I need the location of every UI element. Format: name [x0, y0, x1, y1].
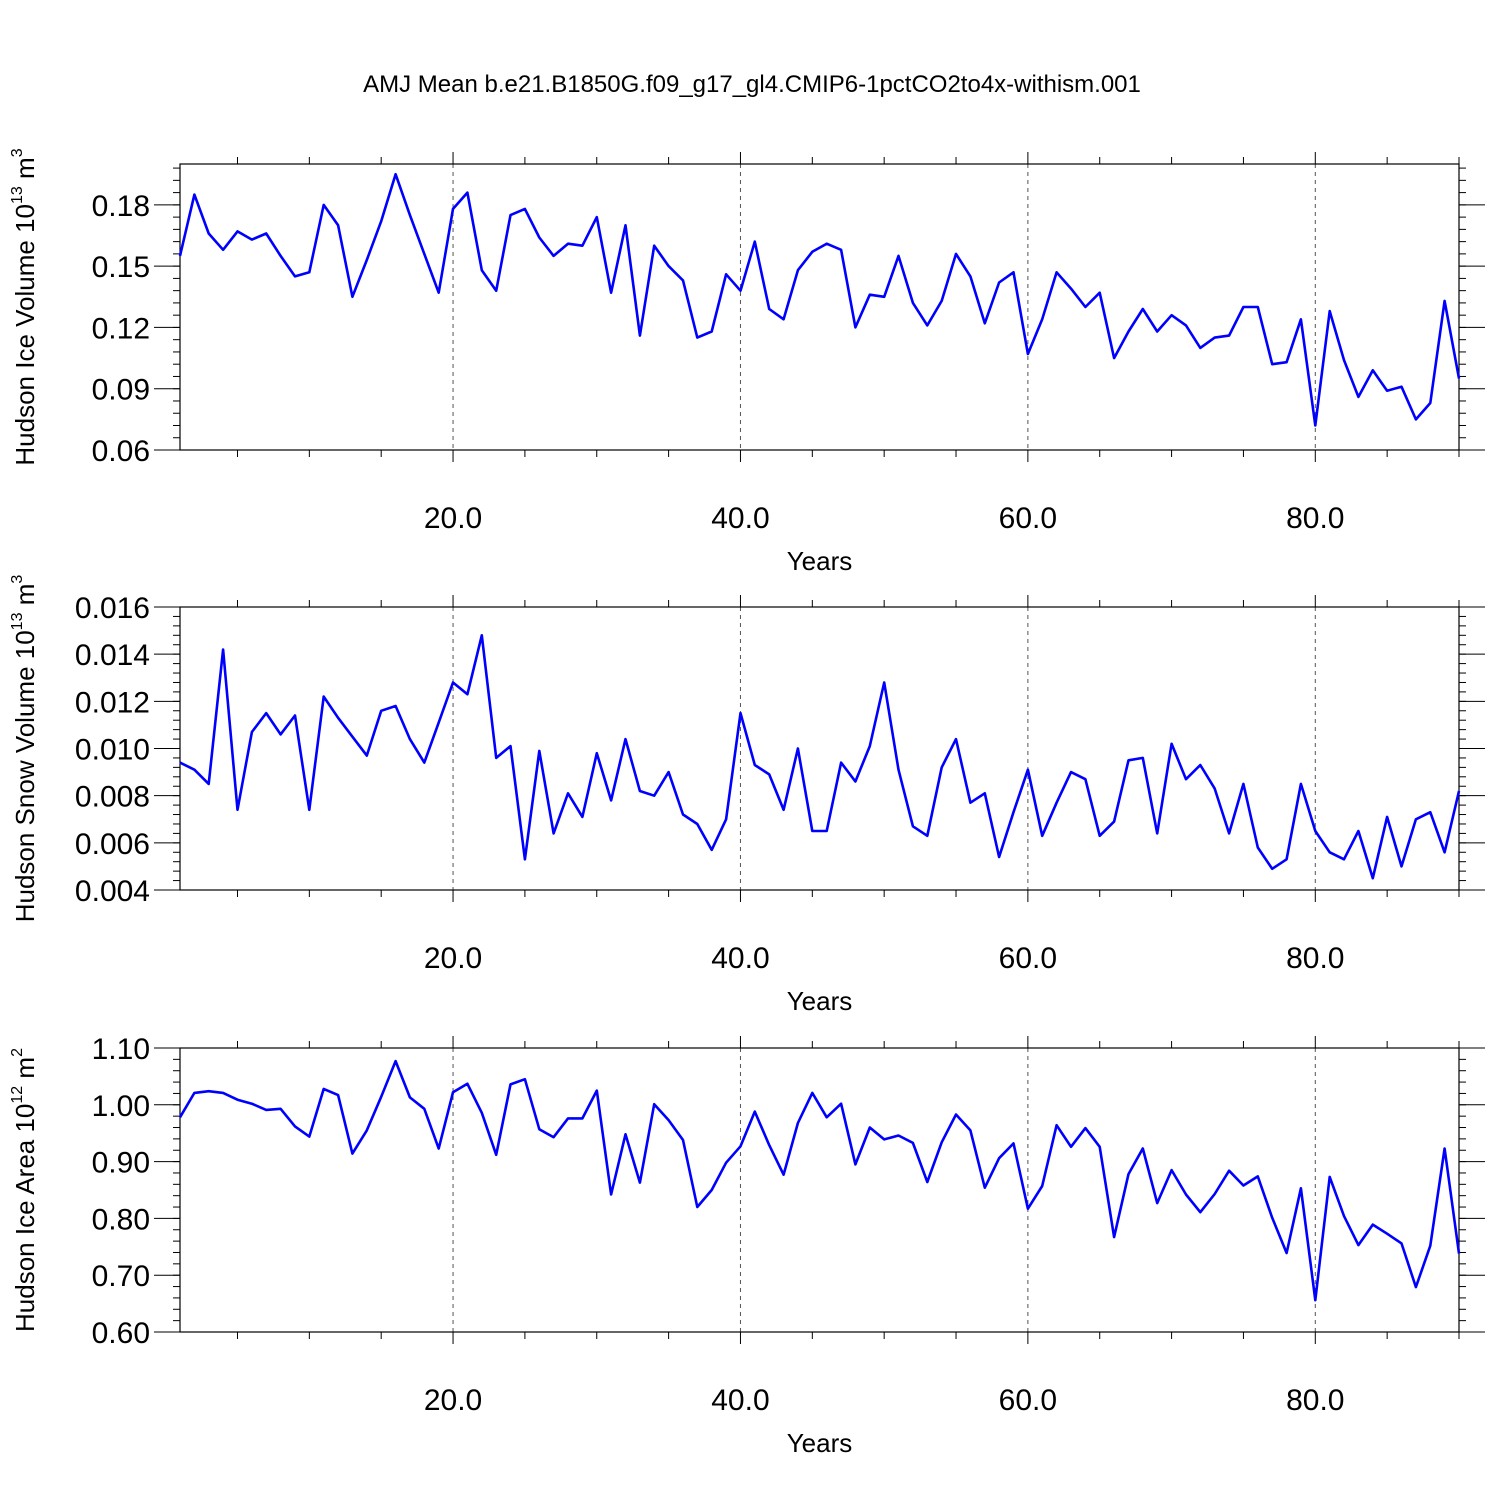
y-tick-label: 0.70 [92, 1260, 150, 1293]
y-axis-label-unit-exponent: 2 [9, 1048, 26, 1057]
y-tick-label: 1.10 [92, 1033, 150, 1066]
y-tick-label: 0.006 [75, 828, 150, 861]
x-axis-label: Years [787, 1428, 853, 1458]
y-axis-label-exponent: 13 [9, 612, 26, 630]
y-axis-label-main: Hudson Ice Volume 10 [10, 204, 40, 466]
plot-frame [179, 1047, 1460, 1333]
x-axis-label: Years [787, 986, 853, 1016]
chart-panels: 0.06 0.09 0.12 0.15 0.18 20.0 40.0 60.0 80.0 Year… [9, 148, 1485, 1458]
y-tick-label: 1.00 [92, 1090, 150, 1123]
series-line [179, 633, 1461, 880]
x-tick-label: 20.0 [424, 502, 482, 535]
x-tick-label: 20.0 [424, 1384, 482, 1417]
plot-frame [179, 606, 1460, 891]
y-tick-label: 0.012 [75, 686, 150, 719]
y-axis-label: Hudson Ice Area 1012 m2 [9, 1048, 40, 1332]
y-tick-label: 0.12 [92, 312, 150, 345]
chart-panel-3: 0.60 0.70 0.80 0.90 1.00 1.10 20.0 40.0 60.0 80.0… [9, 1033, 1485, 1458]
x-tick-label: 40.0 [711, 502, 769, 535]
x-tick-label: 20.0 [424, 942, 482, 975]
y-tick-label: 0.014 [75, 639, 150, 672]
y-axis-label-main: Hudson Ice Area 10 [10, 1104, 40, 1332]
y-axis-label-unit: m [10, 157, 40, 186]
x-tick-label: 40.0 [711, 1384, 769, 1417]
y-tick-label: 0.06 [92, 435, 150, 468]
y-tick-label: 0.010 [75, 734, 150, 767]
y-axis-label-exponent: 12 [9, 1086, 26, 1104]
series-line [178, 1059, 1461, 1302]
y-axis-label-unit: m [10, 1057, 40, 1086]
y-axis-label: Hudson Snow Volume 1013 m3 [9, 575, 40, 923]
y-tick-label: 0.016 [75, 592, 150, 625]
y-tick-label: 0.09 [92, 374, 150, 407]
y-axis-label-unit-exponent: 3 [9, 148, 26, 157]
y-tick-label: 0.008 [75, 781, 150, 814]
y-axis-label-unit: m [10, 584, 40, 613]
x-tick-label: 60.0 [999, 942, 1057, 975]
y-axis-label-unit-exponent: 3 [9, 575, 26, 584]
y-axis-label-exponent: 13 [9, 186, 26, 204]
y-tick-label: 0.15 [92, 251, 150, 284]
x-tick-label: 60.0 [999, 1384, 1057, 1417]
figure-title: AMJ Mean b.e21.B1850G.f09_g17_gl4.CMIP6-… [363, 71, 1141, 98]
y-tick-label: 0.80 [92, 1203, 150, 1236]
x-tick-label: 60.0 [999, 502, 1057, 535]
x-tick-label: 80.0 [1286, 502, 1344, 535]
x-tick-label: 80.0 [1286, 1384, 1344, 1417]
y-tick-label: 0.90 [92, 1147, 150, 1180]
x-tick-label: 40.0 [711, 942, 769, 975]
y-tick-label: 0.004 [75, 875, 150, 908]
x-tick-label: 80.0 [1286, 942, 1344, 975]
series-line [178, 172, 1461, 427]
y-axis-label-main: Hudson Snow Volume 10 [10, 630, 40, 922]
chart-panel-1: 0.06 0.09 0.12 0.15 0.18 20.0 40.0 60.0 80.0 Year… [9, 148, 1485, 576]
y-tick-label: 0.60 [92, 1317, 150, 1350]
plot-frame [179, 163, 1460, 451]
y-tick-label: 0.18 [92, 190, 150, 223]
x-axis-label: Years [787, 546, 853, 576]
y-axis-label: Hudson Ice Volume 1013 m3 [9, 148, 40, 465]
chart-panel-2: 0.004 0.006 0.008 0.010 0.012 0.014 0.016 20.0 4… [9, 575, 1485, 1016]
